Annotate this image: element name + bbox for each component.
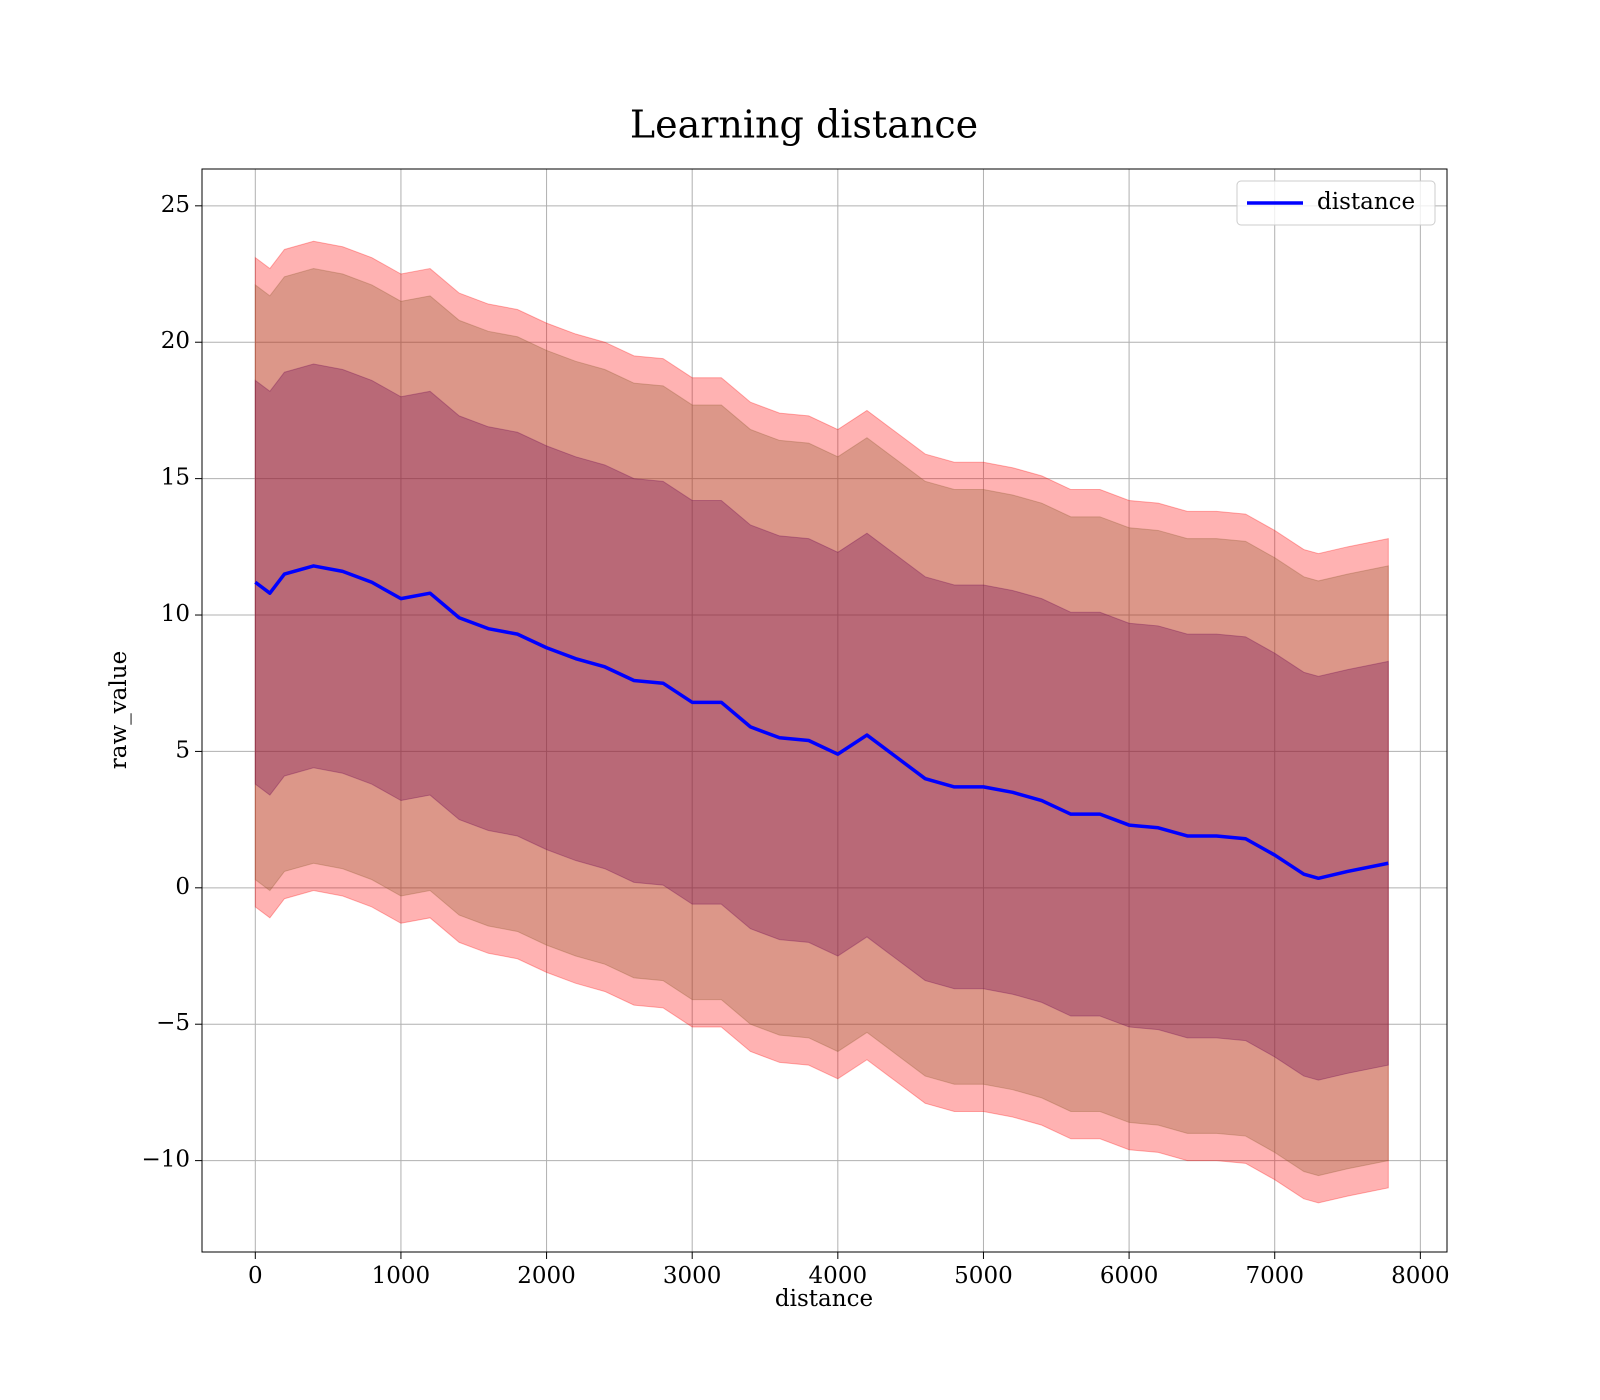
band bbox=[254, 268, 1389, 1177]
x-tick-label: 8000 bbox=[1391, 1263, 1450, 1289]
x-tick-label: 4000 bbox=[809, 1263, 868, 1289]
band bbox=[254, 240, 1389, 1204]
chart-title: Learning distance bbox=[630, 103, 978, 147]
y-tick-label: 20 bbox=[161, 328, 190, 354]
y-tick-label: 10 bbox=[161, 601, 190, 627]
legend-label: distance bbox=[1317, 189, 1415, 215]
x-tick-label: 2000 bbox=[517, 1263, 576, 1289]
band bbox=[254, 363, 1389, 1081]
y-axis-label: raw_value bbox=[106, 651, 132, 769]
y-tick-label: 25 bbox=[161, 192, 190, 218]
y-tick-label: −5 bbox=[156, 1010, 190, 1036]
x-axis-label: distance bbox=[775, 1286, 873, 1312]
x-tick-label: 6000 bbox=[1100, 1263, 1159, 1289]
line bbox=[254, 564, 1389, 881]
x-tick-label: 7000 bbox=[1245, 1263, 1304, 1289]
x-tick-label: 0 bbox=[248, 1263, 263, 1289]
x-tick-label: 1000 bbox=[372, 1263, 431, 1289]
x-tick-label: 3000 bbox=[663, 1263, 722, 1289]
y-tick-label: 5 bbox=[175, 737, 190, 763]
plot-frame bbox=[201, 168, 1448, 1253]
legend-box bbox=[1236, 180, 1436, 226]
y-tick-label: 15 bbox=[161, 465, 190, 491]
y-tick-label: 0 bbox=[175, 874, 190, 900]
y-tick-label: −10 bbox=[141, 1147, 190, 1173]
x-tick-label: 5000 bbox=[954, 1263, 1013, 1289]
